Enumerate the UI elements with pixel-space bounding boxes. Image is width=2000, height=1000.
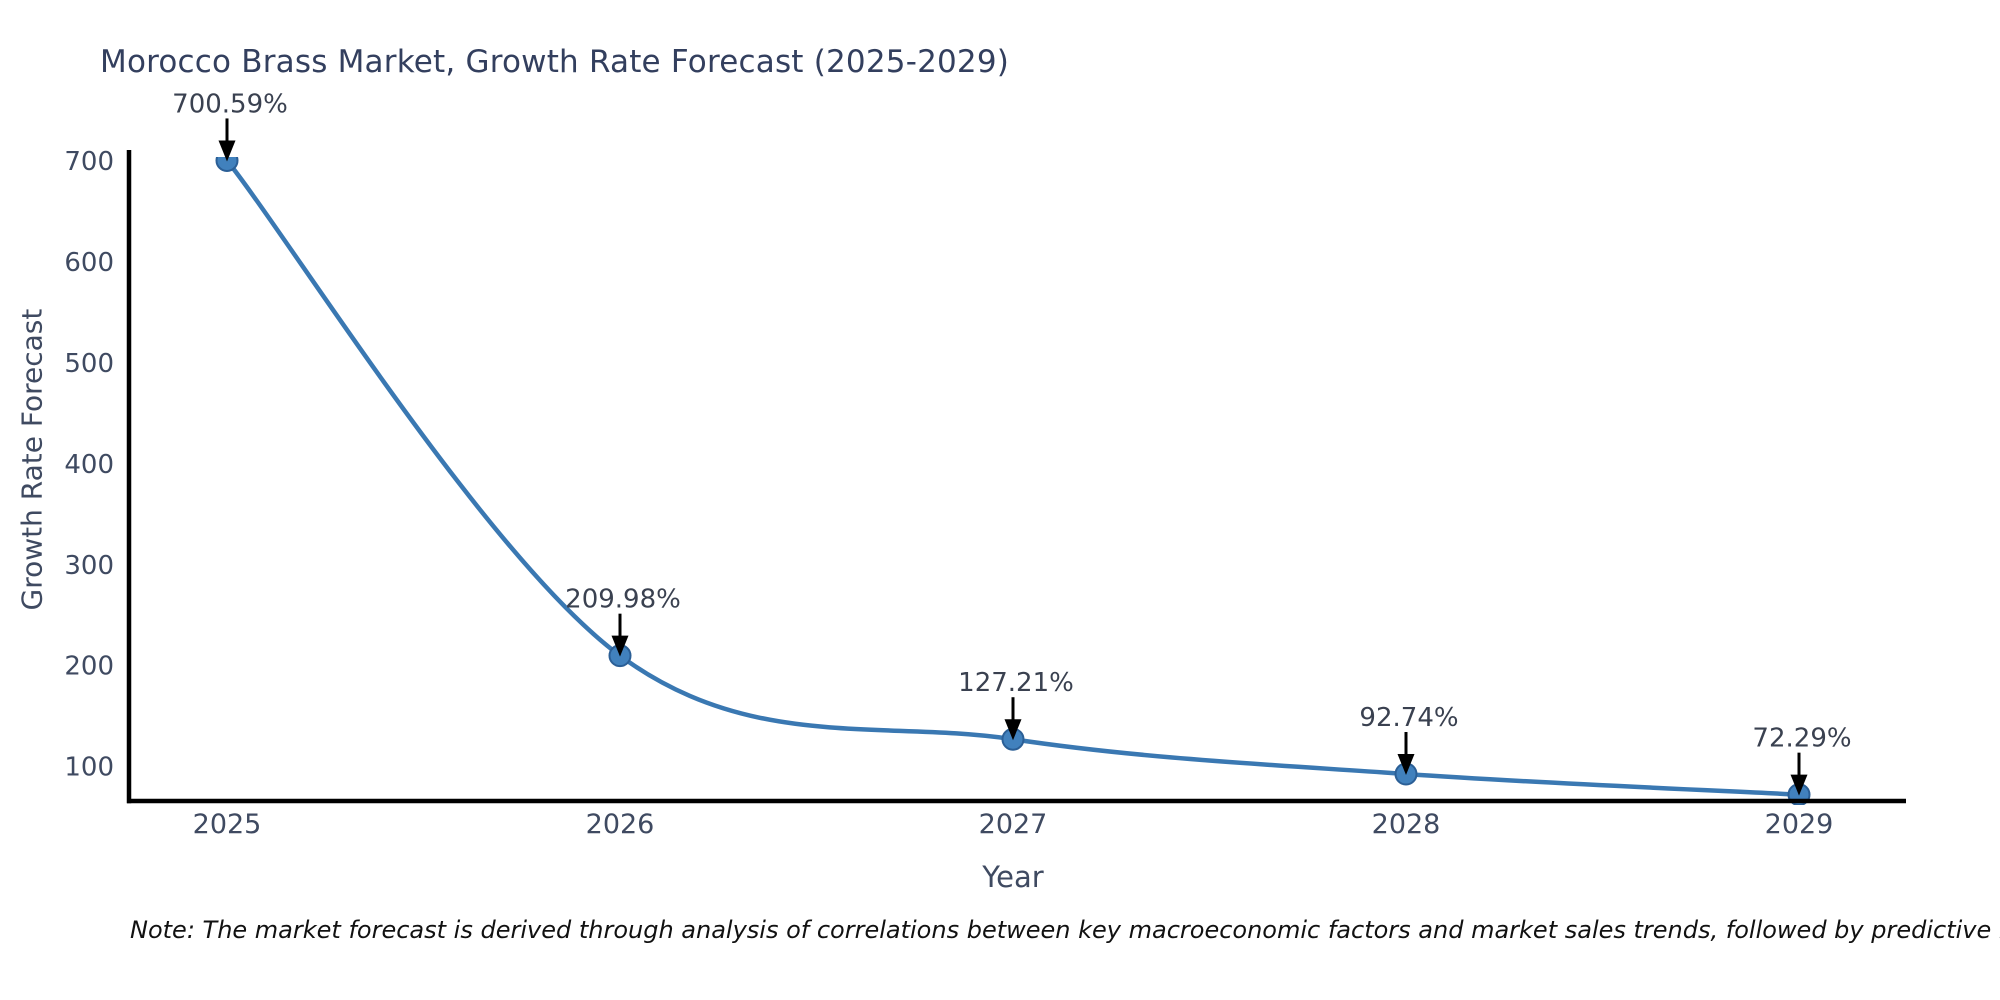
point-annotation-label: 92.74% xyxy=(1359,703,1458,733)
x-tick-label: 2028 xyxy=(1372,809,1441,840)
point-annotation-label: 127.21% xyxy=(958,668,1074,698)
annotation-arrowhead xyxy=(218,140,236,162)
y-tick-label: 600 xyxy=(64,248,114,278)
forecast-line xyxy=(225,159,1800,797)
annotation-arrowhead xyxy=(1790,774,1808,796)
x-tick-label: 2025 xyxy=(193,809,262,840)
x-tick-label: 2026 xyxy=(586,809,655,840)
footnote: Note: The market forecast is derived thr… xyxy=(130,916,2000,944)
y-tick-label: 100 xyxy=(64,753,114,783)
y-tick-label: 400 xyxy=(64,450,114,480)
annotation-arrowhead xyxy=(611,635,629,657)
y-tick-label: 300 xyxy=(64,551,114,581)
annotation-arrowhead xyxy=(1397,754,1415,776)
y-tick-label: 200 xyxy=(64,652,114,682)
annotation-arrowhead xyxy=(1004,719,1022,741)
x-tick-label: 2029 xyxy=(1765,809,1834,840)
point-annotation-label: 209.98% xyxy=(565,585,681,615)
data-point-marker xyxy=(215,157,239,172)
x-tick-label: 2027 xyxy=(979,809,1048,840)
y-tick-label: 500 xyxy=(64,349,114,379)
x-axis-label: Year xyxy=(982,860,1044,894)
point-annotation-label: 700.59% xyxy=(172,89,288,119)
chart-title: Morocco Brass Market, Growth Rate Foreca… xyxy=(100,44,1010,80)
point-annotation-label: 72.29% xyxy=(1752,724,1851,754)
y-tick-label: 700 xyxy=(64,147,114,177)
